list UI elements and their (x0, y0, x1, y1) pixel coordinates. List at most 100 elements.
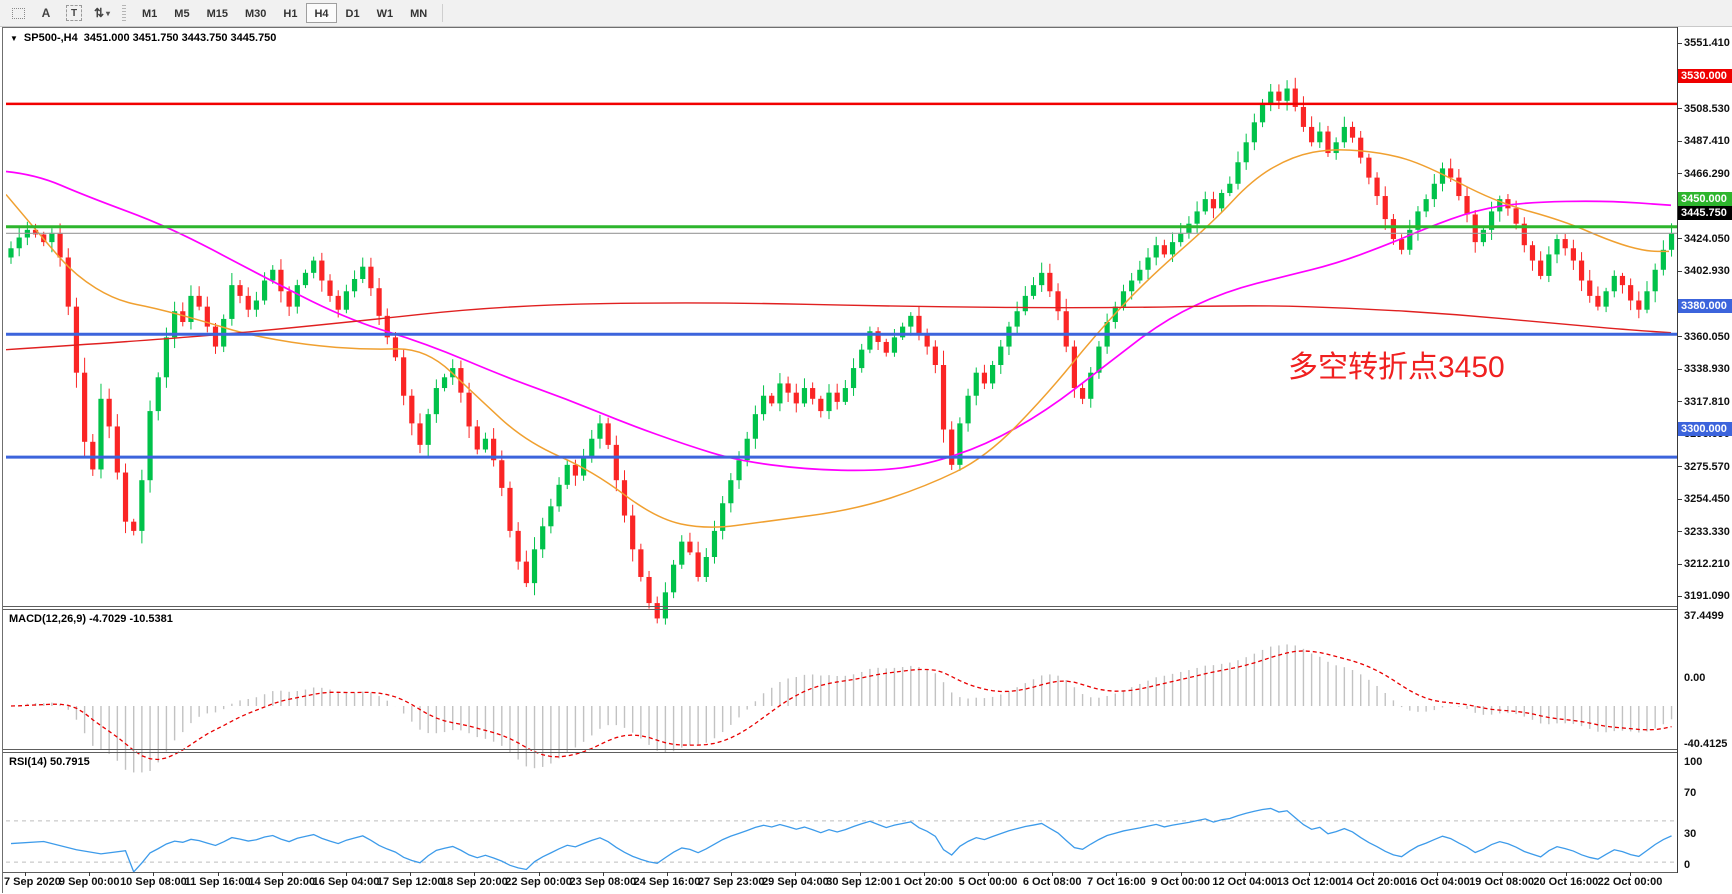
candle-body (613, 444, 619, 481)
time-tick-mark (859, 872, 861, 876)
candle-body (1358, 137, 1364, 158)
candle-body (850, 368, 857, 389)
time-axis-label: 6 Oct 08:00 (1022, 876, 1082, 888)
price-tick-mark (1678, 336, 1682, 338)
timeframe-button-m5[interactable]: M5 (166, 3, 197, 23)
candle-body (114, 426, 120, 473)
price-tick-mark (1678, 466, 1682, 468)
candle-body (1497, 199, 1503, 212)
macd-label: MACD(12,26,9) -4.7029 -10.5381 (9, 613, 173, 625)
candle-body (998, 346, 1004, 366)
candle-body (1137, 269, 1143, 281)
candle-body (1439, 168, 1446, 184)
pane-separator[interactable] (3, 609, 1677, 610)
price-axis-label: 3360.050 (1684, 330, 1730, 343)
candle-body (147, 411, 153, 481)
price-badge-3300.000: 3300.000 (1678, 422, 1732, 437)
candle-body (507, 487, 513, 531)
candle-body (1660, 249, 1666, 270)
candle-body (1169, 242, 1176, 255)
macd-signal-line (10, 650, 1672, 761)
candle-body (286, 291, 292, 307)
letter-t-icon: T (66, 5, 82, 21)
candle-body (327, 280, 333, 296)
price-axis-label: 3508.530 (1684, 102, 1730, 115)
candle-body (826, 392, 832, 412)
candle-body (1390, 219, 1397, 240)
rsi-label: RSI(14) 50.7915 (9, 756, 90, 768)
timeframe-button-w1[interactable]: W1 (369, 3, 402, 23)
textbox-tool-button[interactable]: T (62, 2, 86, 24)
candle-body (908, 315, 914, 327)
candle-body (1538, 260, 1544, 276)
candle-body (8, 248, 14, 258)
candle-body (1546, 254, 1552, 276)
candle-body (752, 414, 758, 439)
candle-body (1120, 291, 1127, 307)
candle-body (1431, 183, 1437, 200)
candle-body (1456, 177, 1462, 197)
candle-body (572, 464, 579, 476)
macd-axis-label: 0.00 (1684, 672, 1706, 684)
candle-body (1513, 208, 1519, 224)
arrows-tool-button[interactable]: ⇅ ▾ (90, 2, 114, 24)
timeframe-button-m30[interactable]: M30 (237, 3, 274, 23)
candle-body (1063, 311, 1069, 347)
candle-body (212, 326, 219, 347)
timeframe-button-h4[interactable]: H4 (306, 3, 337, 23)
grid-settings-icon[interactable]: F (6, 2, 30, 24)
pane-separator[interactable] (3, 752, 1677, 753)
candle-body (793, 392, 799, 404)
timeframe-button-m1[interactable]: M1 (134, 3, 165, 23)
timeframe-button-d1[interactable]: D1 (338, 3, 368, 23)
symbol-dropdown-icon[interactable]: ▼ (10, 33, 18, 43)
candle-body (785, 383, 791, 393)
candle-body (319, 260, 325, 281)
candle-body (720, 503, 726, 531)
price-tick-mark (1678, 42, 1682, 44)
candle-body (1341, 126, 1347, 143)
candle-body (662, 592, 668, 619)
candle-body (1243, 142, 1249, 163)
time-tick-mark (217, 872, 219, 876)
time-axis-label: 14 Oct 20:00 (1340, 876, 1406, 888)
price-axis[interactable] (1677, 27, 1732, 873)
candle-body (155, 377, 161, 412)
candle-body (1088, 372, 1094, 399)
letter-a-icon: A (41, 6, 51, 20)
rsi-indicator-pane[interactable] (6, 781, 1680, 894)
candle-body (1611, 275, 1617, 292)
time-tick-mark (1437, 872, 1439, 876)
macd-indicator-pane[interactable] (6, 638, 1680, 777)
timeframe-button-m15[interactable]: M15 (199, 3, 236, 23)
candle-body (1014, 311, 1020, 327)
candle-body (1006, 326, 1012, 347)
candle-body (581, 457, 587, 476)
timeframe-button-mn[interactable]: MN (402, 3, 435, 23)
candle-body (1652, 269, 1658, 292)
time-tick-mark (474, 872, 476, 876)
candle-body (1382, 196, 1388, 220)
timeframe-button-h1[interactable]: H1 (275, 3, 305, 23)
ohlc-readout: 3451.000 3451.750 3443.750 3445.750 (83, 32, 277, 44)
main-price-chart[interactable] (6, 56, 1680, 634)
toolbar-drag-handle[interactable] (122, 5, 126, 21)
candle-body (1366, 157, 1372, 178)
candle-body (433, 388, 439, 415)
chart-title: ▼ SP500-,H4 3451.000 3451.750 3443.750 3… (10, 32, 276, 44)
candle-body (638, 549, 644, 577)
candle-body (1178, 232, 1184, 243)
pane-separator[interactable] (3, 749, 1677, 750)
candle-body (106, 398, 112, 427)
candle-body (172, 311, 178, 338)
candle-body (597, 423, 603, 439)
time-axis-label: 17 Sep 12:00 (376, 876, 444, 888)
price-tick-mark (1678, 238, 1682, 240)
time-axis-label: 18 Sep 20:00 (441, 876, 508, 888)
time-axis-label: 11 Sep 16:00 (184, 876, 251, 888)
candle-body (163, 337, 170, 378)
pane-separator[interactable] (3, 606, 1677, 607)
candle-body (1186, 223, 1192, 233)
candle-body (834, 392, 840, 402)
text-label-tool-button[interactable]: A (34, 2, 58, 24)
